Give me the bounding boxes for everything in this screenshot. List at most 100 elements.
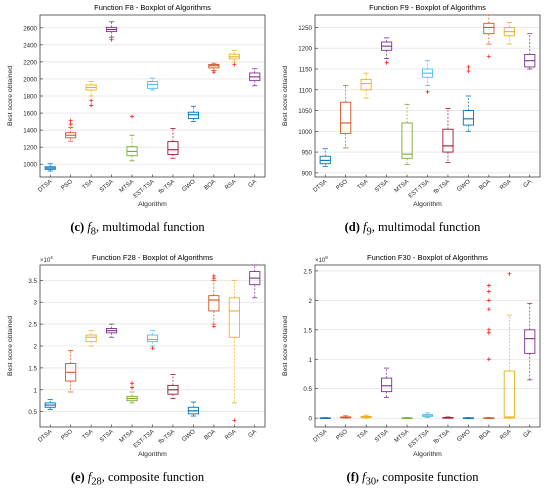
f30-chart-title: Function F30 - Boxplot of Algorithms [367, 253, 488, 262]
f30-outlier-boa-4 [486, 298, 491, 303]
f9-chart-title: Function F9 - Boxplot of Algorithms [369, 3, 486, 12]
f28-chart-title: Function F28 - Boxplot of Algorithms [92, 253, 213, 262]
f28-exponent-power: 4 [50, 255, 53, 260]
f9-ytick-label-5: 1150 [299, 67, 313, 74]
f9-ytick-label-2: 1000 [298, 129, 312, 136]
f8-outlier-stsa-0 [109, 37, 114, 42]
f30-ytick-label-2: 1 [309, 357, 313, 364]
f30-xtick-label-tsa: TSA [357, 429, 370, 441]
f30-ytick-label-1: 0.5 [303, 386, 312, 393]
f28-xtick-label-tsa: TSA [82, 429, 95, 441]
f9-outlier-est-tsa-0 [425, 89, 430, 94]
caption-e-letter: (e) [70, 470, 85, 484]
f30-ytick-label-5: 2.5 [303, 268, 312, 275]
f30-outlier-rsa-0 [507, 271, 512, 276]
f28-outlier-rsa-0 [232, 418, 237, 423]
f8-xtick-label-mtsa: MTSA [119, 179, 136, 194]
f30-ytick-label-3: 1.5 [303, 327, 312, 334]
caption-c-letter: (c) [70, 220, 85, 234]
f9-outlier-gwo-1 [466, 64, 471, 69]
f9-xtick-label-boa: BOA [479, 179, 493, 192]
f28-xtick-label-pso: PSO [60, 429, 74, 442]
f28-box-boa [208, 295, 220, 312]
caption-d-func: f [363, 220, 367, 234]
f9-xtick-label-stsa: STSA [374, 179, 390, 194]
f9-ytick-label-1: 950 [302, 150, 313, 157]
f30-ytick-label-0: 0 [309, 416, 313, 423]
f9-xtick-label-ga: GA [523, 179, 533, 189]
f28-exponent-label: ×104 [40, 255, 53, 264]
f8-ytick-label-4: 1800 [23, 94, 37, 101]
f8-ytick-label-2: 1400 [23, 128, 37, 135]
f8-xtick-label-gwo: GWO [181, 179, 197, 193]
caption-e-sub: 28 [91, 476, 102, 488]
f30-xtick-label-gwo: GWO [456, 429, 472, 443]
f9-xtick-label-mtsa: MTSA [394, 179, 411, 194]
f8-outlier-rsa-0 [232, 62, 237, 67]
f8-xtick-label-fb-tsa: fb-TSA [158, 179, 176, 196]
caption-d-desc: , multimodal function [371, 220, 481, 234]
f28-xtick-label-stsa: STSA [99, 429, 115, 444]
f28-x-axis-label: Algorithm [138, 451, 167, 458]
f8-chart-title: Function F8 - Boxplot of Algorithms [94, 3, 211, 12]
f28-ytick-label-6: 3.5 [28, 278, 37, 285]
f28-ytick-label-0: 0.5 [28, 409, 37, 416]
f28-box-rsa [228, 297, 240, 338]
f9-ytick-label-3: 1050 [298, 108, 312, 115]
f8-ytick-label-5: 2000 [23, 76, 37, 83]
f9-xtick-label-pso: PSO [335, 179, 349, 192]
f30-exponent-label: ×108 [315, 255, 328, 264]
f8-ytick-label-0: 1000 [23, 162, 37, 169]
caption-c-func: f [87, 220, 91, 234]
f30-y-axis-label: Best score obtained [282, 316, 289, 376]
f8-xtick-label-boa: BOA [204, 179, 218, 192]
f28-ytick-label-5: 3 [34, 300, 38, 307]
caption-c-desc: , multimodal function [96, 220, 205, 234]
f9-outlier-boa-0 [486, 54, 491, 59]
caption-e-func: f [87, 470, 92, 484]
f8-xtick-label-pso: PSO [60, 179, 74, 192]
caption-f-letter: (f) [346, 470, 360, 484]
caption-c-sub: 8 [90, 226, 96, 238]
f9-xtick-label-gwo: GWO [456, 179, 472, 193]
f30-plot-frame [314, 264, 541, 428]
f9-box-boa [483, 22, 495, 35]
f9-y-axis-label: Best score obtained [282, 66, 289, 126]
f30-xtick-label-est-tsa: EST-TSA [408, 429, 431, 450]
f8-ytick-label-1: 1200 [23, 145, 37, 152]
f9-ytick-label-6: 1200 [298, 46, 312, 53]
f28-ytick-label-3: 2 [34, 344, 38, 351]
f9-box-tsa [360, 78, 372, 91]
caption-c: (c) f8, multimodal function [0, 220, 275, 238]
f8-xtick-label-ga: GA [248, 179, 258, 189]
caption-f: (f) f30, composite function [275, 470, 550, 488]
f9-outlier-gwo-0 [466, 69, 471, 74]
f28-xtick-label-fb-tsa: fb-TSA [158, 429, 176, 446]
f9-xtick-label-est-tsa: EST-TSA [408, 179, 431, 200]
caption-e-desc: , composite function [101, 470, 205, 484]
f8-outlier-tsa-0 [89, 103, 94, 108]
f9-xtick-label-dtsa: DTSA [312, 179, 328, 194]
f9-box-pso [340, 101, 352, 134]
f9-x-axis-label: Algorithm [413, 201, 442, 208]
f8-outlier-pso-1 [68, 118, 73, 123]
f30-xtick-label-fb-tsa: fb-TSA [433, 429, 451, 446]
caption-d-sub: 9 [366, 226, 372, 238]
f9-plot-frame [314, 14, 541, 178]
f9-outlier-stsa-0 [384, 60, 389, 65]
f28-ytick-label-4: 2.5 [28, 322, 37, 329]
f30-xtick-label-ga: GA [523, 429, 533, 439]
f9-box-gwo [462, 110, 474, 126]
f28-xtick-label-mtsa: MTSA [119, 429, 136, 444]
f8-ytick-label-6: 2200 [23, 59, 37, 66]
f8-ytick-label-3: 1600 [23, 111, 37, 118]
f30-box-rsa [503, 370, 515, 419]
f28-ytick-label-2: 1.5 [28, 365, 37, 372]
f30-outlier-boa-6 [486, 283, 491, 288]
f30-xtick-label-rsa: RSA [499, 429, 512, 442]
f28-outlier-boa-1 [211, 273, 216, 278]
f9-xtick-label-tsa: TSA [357, 179, 370, 191]
caption-f-desc: , composite function [376, 470, 479, 484]
f28-box-tsa [85, 334, 97, 343]
f8-box-gwo [187, 111, 199, 120]
